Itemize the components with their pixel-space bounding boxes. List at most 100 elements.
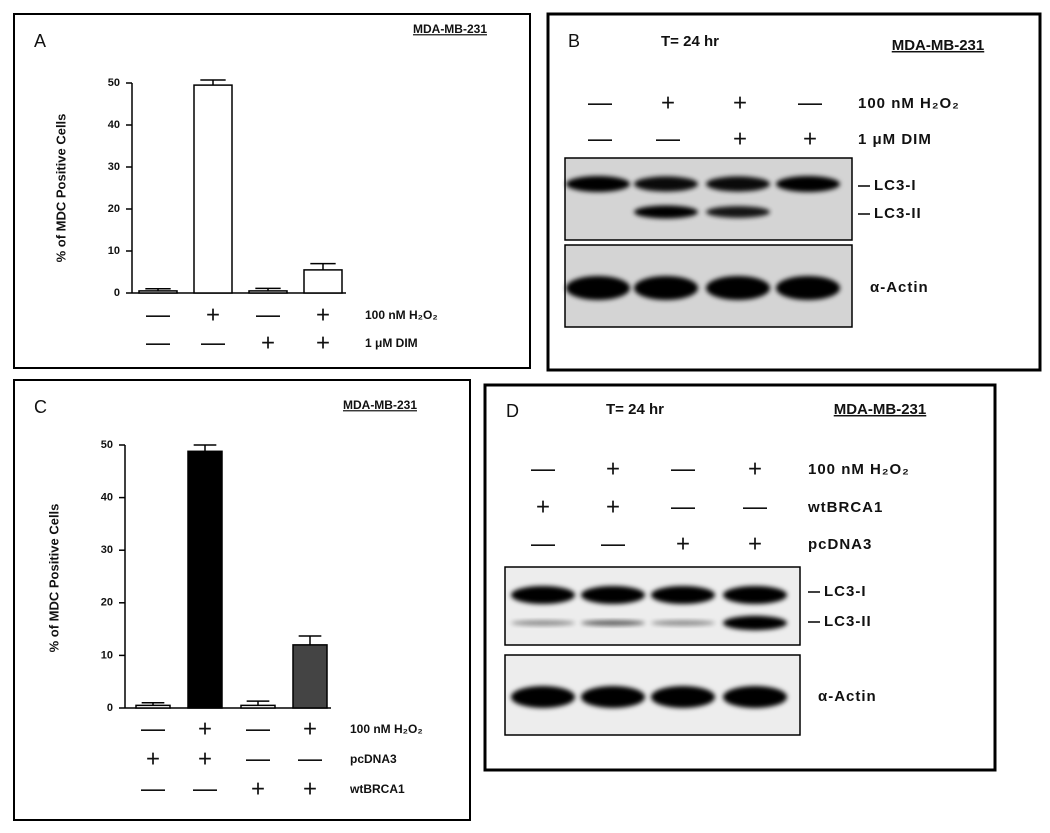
blot-band [651, 686, 715, 708]
panel-frame [13, 379, 471, 821]
condition-sign: + [316, 329, 330, 356]
condition-label: wtBRCA1 [349, 782, 405, 796]
condition-label: 100 nM H₂O₂ [808, 461, 910, 478]
blot-membrane [504, 566, 801, 646]
blot-band [511, 620, 575, 626]
condition-sign: + [661, 89, 675, 116]
condition-sign: + [733, 89, 747, 116]
y-tick-label: 40 [101, 492, 113, 504]
y-tick-label: 50 [108, 77, 120, 89]
y-tick-label: 0 [114, 287, 120, 299]
condition-sign: + [748, 530, 762, 557]
blot-band [706, 276, 770, 300]
condition-sign: + [676, 530, 690, 557]
panel-frame [483, 383, 997, 772]
condition-sign: — [588, 125, 612, 152]
y-tick-label: 50 [101, 439, 113, 451]
blot-band [566, 276, 630, 300]
panel-letter: C [34, 397, 47, 417]
blot-band [634, 276, 698, 300]
cell-line: MDA-MB-231 [834, 401, 927, 418]
condition-sign: — [671, 455, 695, 482]
condition-sign: + [303, 775, 317, 802]
cell-line: MDA-MB-231 [892, 37, 985, 54]
condition-sign: — [798, 89, 822, 116]
condition-label: 100 nM H₂O₂ [365, 308, 438, 322]
blot-band [776, 176, 840, 192]
condition-sign: — [146, 301, 170, 328]
bar [303, 269, 343, 294]
condition-sign: — [588, 89, 612, 116]
bar [240, 704, 276, 709]
y-tick-label: 20 [101, 597, 113, 609]
blot-membrane [564, 157, 853, 241]
condition-sign: + [146, 745, 160, 772]
condition-sign: + [198, 715, 212, 742]
condition-label: 100 nM H₂O₂ [858, 95, 960, 112]
condition-sign: — [193, 775, 217, 802]
time-label: T= 24 hr [661, 33, 719, 50]
blot-band [566, 176, 630, 192]
condition-sign: — [298, 745, 322, 772]
y-tick-label: 20 [108, 203, 120, 215]
condition-sign: — [141, 715, 165, 742]
bar [187, 450, 223, 709]
y-tick-label: 30 [101, 544, 113, 556]
blot-band [651, 620, 715, 626]
bar [138, 290, 178, 294]
blot-band [651, 586, 715, 604]
condition-sign: — [201, 329, 225, 356]
blot-band [511, 586, 575, 604]
y-tick-label: 30 [108, 161, 120, 173]
bar [248, 290, 288, 294]
condition-sign: + [261, 329, 275, 356]
condition-label: wtBRCA1 [807, 499, 883, 516]
bar [292, 644, 328, 709]
condition-sign: — [671, 493, 695, 520]
blot-band [723, 586, 787, 604]
condition-sign: + [606, 493, 620, 520]
blot-band [706, 206, 770, 218]
band-label: α-Actin [818, 688, 877, 705]
cell-line: MDA-MB-231 [413, 22, 487, 36]
band-label: LC3-II [824, 613, 872, 630]
band-label: LC3-I [874, 177, 917, 194]
y-axis-label: % of MDC Positive Cells [46, 504, 61, 653]
condition-sign: + [251, 775, 265, 802]
panel-frame [546, 12, 1042, 372]
blot-band [723, 686, 787, 708]
blot-band [634, 176, 698, 192]
condition-sign: + [733, 125, 747, 152]
condition-sign: — [256, 301, 280, 328]
blot-band [581, 586, 645, 604]
condition-sign: — [146, 329, 170, 356]
band-label: LC3-II [874, 205, 922, 222]
condition-sign: + [536, 493, 550, 520]
bar [193, 84, 233, 294]
blot-band [634, 205, 698, 219]
condition-sign: — [531, 530, 555, 557]
condition-sign: — [656, 125, 680, 152]
y-axis-label: % of MDC Positive Cells [53, 114, 68, 263]
band-label: LC3-I [824, 583, 867, 600]
condition-sign: — [246, 745, 270, 772]
y-tick-label: 10 [101, 649, 113, 661]
condition-sign: + [303, 715, 317, 742]
condition-sign: — [246, 715, 270, 742]
condition-sign: + [606, 455, 620, 482]
condition-sign: — [743, 493, 767, 520]
panel-frame [13, 13, 531, 369]
condition-label: pcDNA3 [350, 752, 397, 766]
condition-sign: + [316, 301, 330, 328]
blot-band [581, 686, 645, 708]
y-tick-label: 40 [108, 119, 120, 131]
condition-label: 100 nM H₂O₂ [350, 722, 423, 736]
y-tick-label: 10 [108, 245, 120, 257]
condition-sign: + [803, 125, 817, 152]
blot-band [511, 686, 575, 708]
condition-label: 1 μM DIM [858, 131, 932, 148]
condition-label: pcDNA3 [808, 536, 872, 553]
blot-band [776, 276, 840, 300]
condition-sign: + [206, 301, 220, 328]
